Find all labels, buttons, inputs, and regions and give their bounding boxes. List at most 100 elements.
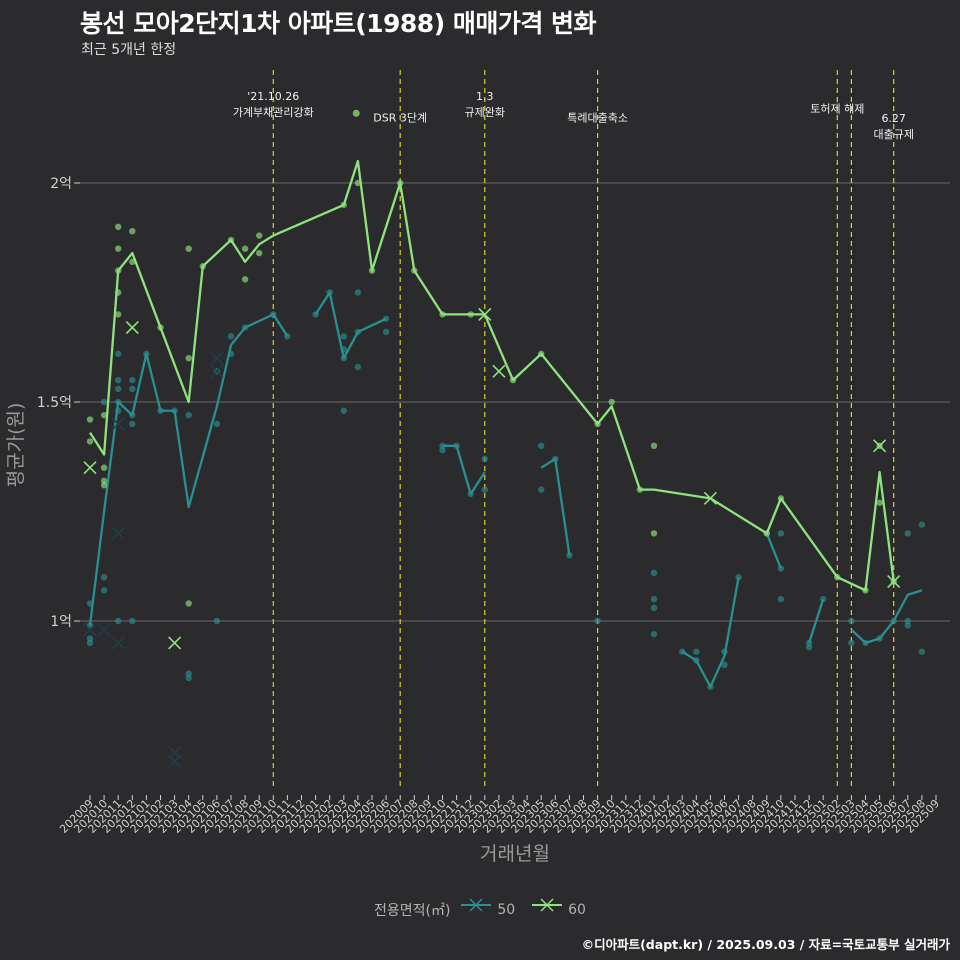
data-point-60: [185, 245, 192, 252]
data-point-50: [115, 350, 122, 358]
data-point-50: [129, 617, 136, 625]
data-point-50: [481, 455, 488, 463]
data-point-50: [354, 363, 362, 371]
data-point-50: [227, 333, 235, 340]
series-line-50: [88, 313, 289, 626]
data-point-50: [382, 328, 390, 336]
series-line-50: [442, 444, 486, 496]
y-axis-title: 평균가(원): [5, 403, 27, 488]
legend-key-60: [531, 898, 562, 912]
cross-marker-50: [97, 623, 111, 637]
data-point-50: [777, 530, 785, 537]
data-point-60: [876, 499, 883, 506]
data-point-50: [439, 446, 446, 454]
cross-marker-60: [887, 575, 901, 589]
series-line-50: [314, 291, 387, 360]
series-line-50: [850, 589, 923, 645]
chart-title: 봉선 모아2단지1차 아파트(1988) 매매가격 변화: [80, 9, 597, 38]
cross-marker-60: [478, 307, 492, 321]
y-tick-label: 1억: [50, 614, 72, 630]
cross-stroke: [83, 461, 97, 475]
y-axis: 1억 1.5억 2억: [37, 176, 80, 630]
cross-stroke: [210, 364, 224, 378]
data-point-60: [86, 438, 94, 445]
legend-title: 전용면적(㎡): [374, 903, 451, 919]
data-point-60: [100, 482, 108, 489]
cross-marker-60: [492, 364, 506, 378]
source-caption: ©디아파트(dapt.kr) / 2025.09.03 / 자료=국토교통부 실…: [581, 937, 950, 952]
data-point-50: [100, 574, 108, 581]
data-point-60: [256, 232, 263, 239]
cross-stroke: [111, 526, 125, 540]
data-point-50: [100, 398, 108, 406]
data-point-60: [100, 464, 108, 471]
series-line-50: [808, 598, 825, 644]
data-point-50: [185, 411, 192, 419]
legend-key-50: [460, 898, 491, 912]
cross-marker-60: [83, 461, 97, 475]
data-point-50: [848, 639, 855, 647]
cross-marker-50: [210, 364, 224, 378]
cross-marker-50: [111, 636, 125, 650]
event-marker: [352, 109, 360, 117]
cross-marker-50: [111, 417, 125, 431]
data-point-50: [129, 420, 136, 428]
data-point-50: [650, 569, 658, 577]
series-line-50: [681, 576, 740, 688]
data-point-50: [340, 407, 347, 414]
data-point-50: [213, 617, 221, 625]
data-point-60: [100, 411, 108, 419]
data-point-60: [100, 477, 108, 485]
data-point-60: [650, 442, 658, 449]
cross-marker-60: [168, 636, 182, 650]
data-point-50: [213, 420, 221, 428]
data-point-50: [538, 486, 545, 493]
data-point-60: [129, 227, 136, 235]
data-point-50: [115, 617, 122, 625]
event-label: 가계부채관리강화: [233, 106, 314, 119]
data-point-50: [115, 376, 122, 384]
event-label: DSR 3단계: [373, 111, 427, 124]
cross-marker-50: [83, 623, 97, 637]
chart-subtitle: 최근 5개년 한정: [81, 42, 177, 58]
event-label: 특례대출축소: [567, 111, 628, 124]
cross-stroke: [210, 351, 224, 365]
data-point-60: [241, 276, 249, 283]
data-point-60: [115, 245, 122, 252]
cross-stroke: [492, 364, 506, 378]
cross-stroke: [83, 623, 97, 637]
cross-marker-60: [703, 491, 717, 505]
cross-stroke: [125, 320, 139, 335]
cross-stroke: [703, 491, 717, 505]
cross-stroke: [111, 417, 125, 431]
data-point-50: [185, 670, 192, 677]
data-point-50: [918, 521, 926, 528]
cross-stroke: [168, 636, 182, 650]
data-point-50: [86, 635, 94, 642]
data-point-60: [185, 355, 192, 362]
data-point-50: [650, 630, 658, 638]
data-point-50: [481, 486, 488, 493]
data-point-50: [538, 442, 545, 449]
data-point-50: [115, 385, 122, 393]
event-label: 대출규제: [873, 128, 913, 141]
data-point-50: [777, 595, 785, 603]
data-point-50: [594, 617, 601, 625]
data-point-60: [256, 249, 263, 257]
x-axis-title: 거래년월: [480, 843, 550, 865]
legend-label-50: 50: [497, 902, 516, 918]
event-label: 1.3: [476, 90, 494, 103]
series-layer: [83, 159, 926, 768]
policy-events: '21.10.26 가계부채관리강화 DSR 3단계 1.3 규제완화 특례대출축소 토허제…: [233, 70, 914, 790]
data-point-50: [918, 648, 926, 655]
cross-marker-50: [111, 526, 125, 540]
series-line-50: [765, 532, 782, 569]
data-point-50: [805, 644, 813, 651]
data-point-50: [100, 587, 108, 594]
legend: 전용면적(㎡) 50 60: [0, 896, 960, 920]
data-point-50: [340, 333, 347, 340]
data-point-60: [86, 416, 94, 423]
data-point-50: [354, 289, 362, 296]
data-point-50: [848, 617, 855, 625]
